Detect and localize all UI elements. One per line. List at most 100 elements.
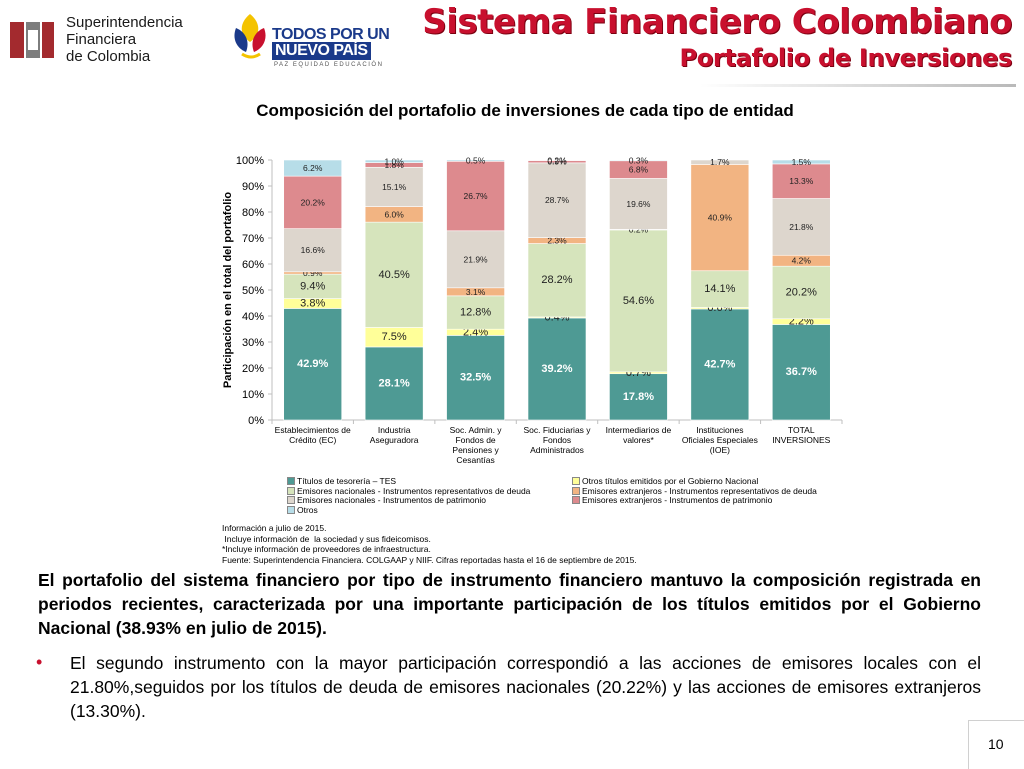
bar-segment — [609, 373, 668, 421]
data-label: 21.8% — [789, 222, 814, 232]
data-label: 42.9% — [297, 358, 328, 370]
bar-segment — [609, 371, 668, 375]
y-tick-label: 80% — [242, 207, 264, 219]
y-tick-label: 20% — [242, 363, 264, 375]
bar-segment — [527, 316, 587, 319]
bar-segment — [771, 265, 831, 320]
data-label: 1.5% — [792, 157, 812, 167]
legend-swatch — [287, 496, 295, 504]
legend-label: Emisores extranjeros - Instrumentos repr… — [582, 485, 817, 496]
logo-line-1: Superintendencia — [66, 14, 183, 31]
bar-segment — [771, 159, 831, 165]
legend-label: Emisores nacionales - Instrumentos repre… — [297, 485, 531, 496]
page-number: 10 — [988, 736, 1004, 752]
logo-tagline-2: NUEVO PAÍS — [272, 42, 371, 60]
bar-segment — [690, 270, 750, 308]
x-tick-label: Soc. Fiduciarias y — [523, 425, 591, 435]
bar-segment — [446, 335, 505, 421]
data-label: 0.5% — [466, 156, 486, 166]
x-tick-label: Oficiales Especiales — [682, 435, 758, 445]
y-tick-label: 40% — [242, 311, 264, 323]
legend-swatch — [287, 505, 295, 514]
bar-segment — [364, 162, 424, 168]
bar-segment — [690, 164, 750, 272]
bullet-paragraph: El segundo instrumento con la mayor part… — [70, 653, 981, 721]
bar-segment — [527, 160, 587, 164]
legend-label: Emisores extranjeros - Instrumentos de p… — [582, 495, 773, 505]
legend-swatch — [287, 486, 295, 495]
bar-segment — [283, 308, 343, 421]
chart-notes: Información a julio de 2015. Incluye inf… — [222, 523, 637, 565]
x-tick-label: Fondos de — [455, 435, 495, 445]
bar-segment — [609, 160, 668, 179]
data-label: 36.7% — [786, 366, 817, 378]
bar-segment — [527, 159, 587, 161]
y-tick-label: 30% — [242, 337, 264, 349]
data-label: 3.8% — [300, 298, 325, 310]
bar-segment — [446, 161, 505, 232]
bar-segment — [283, 175, 343, 229]
x-tick-label: Fondos — [543, 435, 571, 445]
data-label: 17.8% — [623, 391, 654, 403]
bar-segment — [364, 327, 424, 348]
bar-segment — [283, 228, 343, 273]
data-label: 1.8% — [384, 160, 404, 170]
x-tick-label: TOTAL — [788, 425, 815, 435]
x-tick-label: Administrados — [530, 445, 584, 455]
data-label: 2.3% — [547, 236, 567, 246]
bar-segment — [771, 318, 831, 325]
bar-segment — [283, 159, 343, 177]
data-label: 19.6% — [626, 199, 651, 209]
legend-swatch — [287, 477, 295, 485]
data-label: 1.7% — [710, 157, 730, 167]
data-label: 39.2% — [541, 363, 572, 375]
data-label: 0.3% — [629, 155, 649, 165]
x-tick-label: Crédito (EC) — [289, 435, 336, 445]
x-tick-label: Instituciones — [696, 425, 743, 435]
bar-segment — [364, 159, 424, 163]
data-label: 4.2% — [792, 256, 812, 266]
page-subtitle: Portafolio de Inversiones — [679, 44, 1012, 72]
page-number-box — [968, 720, 1024, 769]
x-tick-label: Soc. Admin. y — [450, 425, 503, 435]
bar-segment — [446, 328, 505, 336]
bar-segment — [283, 273, 343, 299]
data-label: 7.5% — [382, 331, 407, 343]
bullet-marker: • — [36, 652, 43, 672]
data-label: 40.9% — [708, 213, 733, 223]
data-label: 20.2% — [786, 286, 817, 298]
data-label: 0.7% — [626, 367, 651, 379]
bar-segment — [283, 298, 343, 309]
bar-segment — [609, 229, 668, 373]
data-label: 0.4% — [544, 311, 569, 323]
data-label: 32.5% — [460, 372, 491, 384]
legend-swatch — [572, 477, 580, 485]
bar-segment — [690, 159, 750, 165]
note-line: Incluye información de la sociedad y sus… — [222, 533, 431, 544]
data-label: 3.1% — [466, 287, 486, 297]
y-tick-label: 0% — [248, 415, 264, 427]
bar-segment — [771, 254, 831, 267]
summary-paragraph: El portafolio del sistema financiero por… — [38, 570, 981, 638]
data-label: 13.3% — [789, 176, 814, 186]
data-label: 6.2% — [303, 163, 323, 173]
superfinanciera-emblem-icon — [10, 22, 54, 58]
chart-title: Composición del portafolio de inversione… — [256, 101, 794, 120]
bar-segment — [364, 206, 424, 223]
todos-por-un-nuevo-pais-logo: TODOS POR UN NUEVO PAÍS PAZ EQUIDAD EDUC… — [228, 8, 398, 72]
bar-segment — [771, 198, 831, 256]
x-tick-label: Intermediarios de — [606, 425, 672, 435]
logo-tagline-3: PAZ EQUIDAD EDUCACIÓN — [274, 62, 384, 68]
superfinanciera-logo: Superintendencia Financiera de Colombia — [8, 12, 198, 70]
legend-label: Emisores nacionales - Instrumentos de pa… — [297, 495, 486, 505]
data-label: 9.4% — [300, 280, 325, 292]
data-label: 0.9% — [303, 268, 323, 278]
colombia-flag-flower-icon — [234, 14, 266, 59]
note-line: Información a julio de 2015. — [222, 523, 327, 533]
bar-segment — [609, 159, 668, 162]
data-label: 0.2% — [629, 225, 649, 235]
y-tick-label: 50% — [242, 285, 264, 297]
logo-tagline-1: TODOS POR UN — [272, 26, 390, 43]
x-tick-label: valores* — [623, 435, 654, 445]
y-tick-label: 70% — [242, 233, 264, 245]
